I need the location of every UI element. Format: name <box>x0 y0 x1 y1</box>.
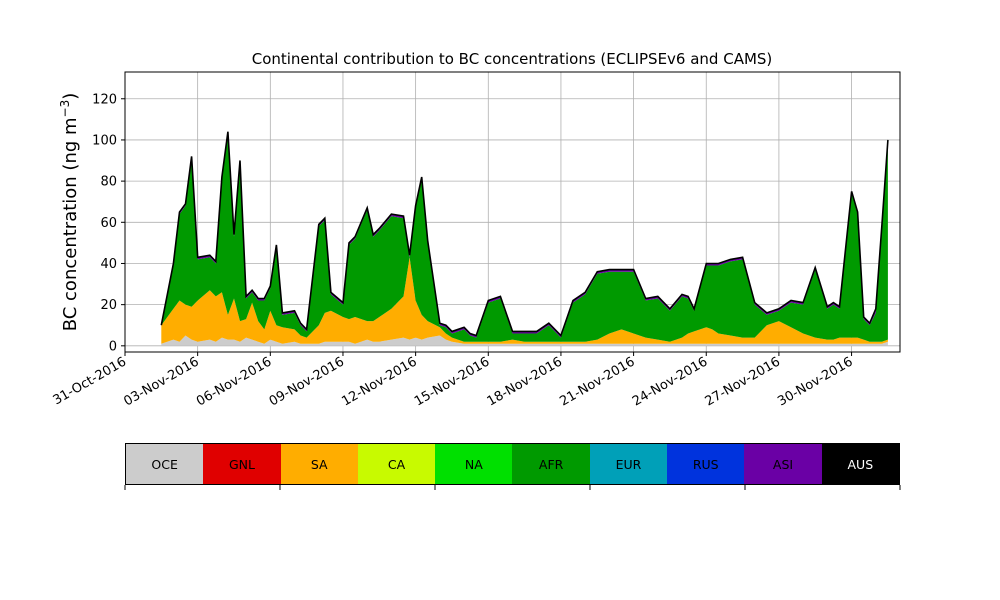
x-tick-label: 24-Nov-2016 <box>630 354 710 409</box>
y-tick-label: 60 <box>100 216 117 231</box>
colorbar-cell-ca: CA <box>357 444 436 484</box>
colorbar-label: AFR <box>538 456 564 472</box>
y-axis-label: BC concentration (ng m−3) <box>58 93 81 332</box>
y-axis-label-close: ) <box>60 93 81 100</box>
colorbar-label: RUS <box>692 456 719 472</box>
area-sa <box>161 257 888 344</box>
colorbar-cell-rus: RUS <box>667 444 745 484</box>
y-axis-label-main: BC concentration (ng m <box>60 117 81 331</box>
x-tick-label: 21-Nov-2016 <box>557 354 637 409</box>
colorbar-cell-eur: EUR <box>589 444 668 484</box>
colorbar-cell-afr: AFR <box>512 444 590 484</box>
area-oce <box>161 335 888 346</box>
y-tick-label: 20 <box>100 298 117 313</box>
chart-title: Continental contribution to BC concentra… <box>252 50 773 68</box>
x-tick-label: 15-Nov-2016 <box>412 354 492 409</box>
colorbar-label: EUR <box>615 456 642 472</box>
y-axis-label-exponent: −3 <box>58 100 72 118</box>
colorbar-cell-gnl: GNL <box>203 444 281 484</box>
y-tick-label: 0 <box>109 339 117 354</box>
x-tick-label: 06-Nov-2016 <box>194 354 274 409</box>
colorbar-cell-sa: SA <box>280 444 358 484</box>
x-tick-label: 30-Nov-2016 <box>775 354 855 409</box>
colorbar-cell-na: NA <box>435 444 513 484</box>
y-tick-label: 100 <box>92 133 117 148</box>
y-tick-label: 80 <box>100 175 117 190</box>
colorbar-cell-aus: AUS <box>821 444 899 484</box>
colorbar-cell-oce: OCE <box>126 444 204 484</box>
colorbar-label: SA <box>310 456 328 472</box>
colorbar-label: NA <box>464 456 483 472</box>
y-axis-ticks: 0 20 40 60 80 100 120 <box>92 92 125 354</box>
colorbar-label: ASI <box>772 456 794 472</box>
x-tick-label: 31-Oct-2016 <box>51 354 129 408</box>
x-axis-ticks: 31-Oct-201603-Nov-201606-Nov-201609-Nov-… <box>51 352 856 409</box>
y-tick-label: 120 <box>92 92 117 107</box>
x-tick-label: 27-Nov-2016 <box>703 354 783 409</box>
area-afr <box>161 133 888 342</box>
x-tick-label: 12-Nov-2016 <box>339 354 419 409</box>
colorbar-label: GNL <box>228 456 255 472</box>
plot-frame <box>124 71 901 353</box>
stacked-areas <box>161 131 888 346</box>
colorbar-label: OCE <box>151 456 178 472</box>
colorbar-cell-asi: ASI <box>744 444 822 484</box>
x-tick-label: 18-Nov-2016 <box>485 354 565 409</box>
colorbar-label: AUS <box>847 456 874 472</box>
y-tick-label: 40 <box>100 257 117 272</box>
x-tick-label: 09-Nov-2016 <box>267 354 347 409</box>
colorbar-label: CA <box>387 456 406 472</box>
total-outline <box>160 131 889 337</box>
x-tick-label: 03-Nov-2016 <box>121 354 201 409</box>
colorbar-legend: OCE GNL SA CA NA AFR EUR RUS ASI AUS <box>125 443 900 485</box>
